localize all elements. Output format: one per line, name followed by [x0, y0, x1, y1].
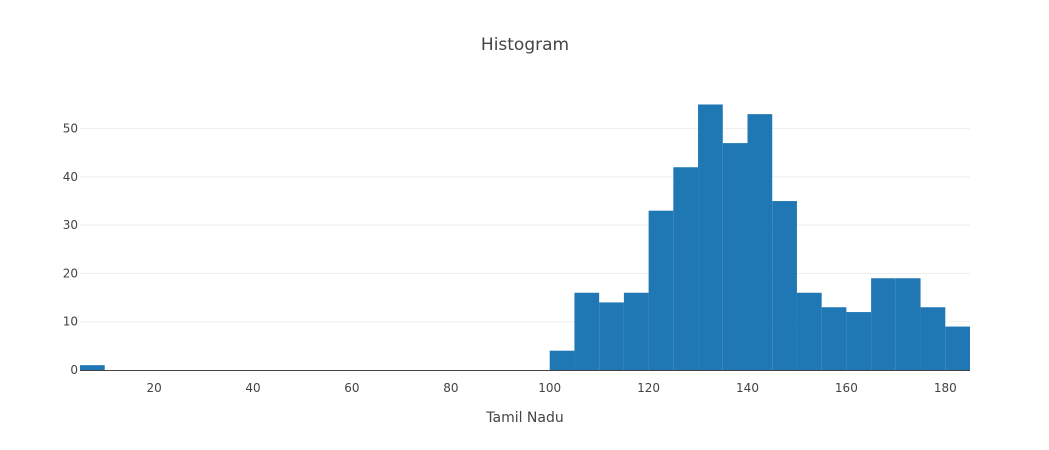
histogram-bar[interactable]: [648, 210, 674, 370]
x-tick-label: 160: [835, 381, 858, 395]
histogram-bar[interactable]: [673, 167, 699, 370]
histogram-bar[interactable]: [871, 278, 896, 370]
histogram-bar[interactable]: [796, 292, 822, 370]
x-axis-label: Tamil Nadu: [485, 410, 564, 426]
histogram-bar[interactable]: [920, 307, 946, 370]
x-tick-label: 80: [443, 381, 458, 395]
histogram-bar[interactable]: [895, 278, 921, 370]
histogram-bars: [80, 104, 970, 370]
y-tick-label: 10: [63, 315, 78, 329]
histogram-bar[interactable]: [945, 326, 970, 370]
histogram-bar[interactable]: [698, 104, 723, 370]
y-tick-label: 40: [63, 170, 78, 184]
histogram-bar[interactable]: [846, 312, 872, 370]
x-axis-ticks: 20 40 60 80 100 120 140 160 180: [147, 381, 957, 395]
histogram-bar[interactable]: [599, 302, 624, 370]
x-tick-label: 140: [736, 381, 759, 395]
x-tick-label: 60: [344, 381, 359, 395]
histogram-bar[interactable]: [772, 201, 797, 370]
gridlines: [80, 128, 970, 323]
y-tick-label: 30: [63, 218, 78, 232]
chart-title: Histogram: [481, 35, 569, 55]
histogram-bar[interactable]: [821, 307, 847, 370]
histogram-bar[interactable]: [574, 292, 600, 370]
y-tick-label: 20: [63, 266, 78, 280]
histogram-bar[interactable]: [747, 114, 773, 370]
x-tick-label: 100: [538, 381, 561, 395]
y-tick-label: 50: [63, 122, 78, 136]
histogram-bar[interactable]: [549, 350, 575, 370]
x-tick-label: 40: [245, 381, 260, 395]
x-tick-label: 120: [637, 381, 660, 395]
histogram-bar[interactable]: [80, 365, 105, 370]
x-tick-label: 20: [147, 381, 162, 395]
histogram-bar[interactable]: [623, 292, 649, 370]
histogram-bar[interactable]: [722, 143, 748, 370]
x-tick-label: 180: [934, 381, 957, 395]
y-axis-ticks: 0 10 20 30 40 50: [63, 122, 78, 377]
y-tick-label: 0: [70, 363, 78, 377]
